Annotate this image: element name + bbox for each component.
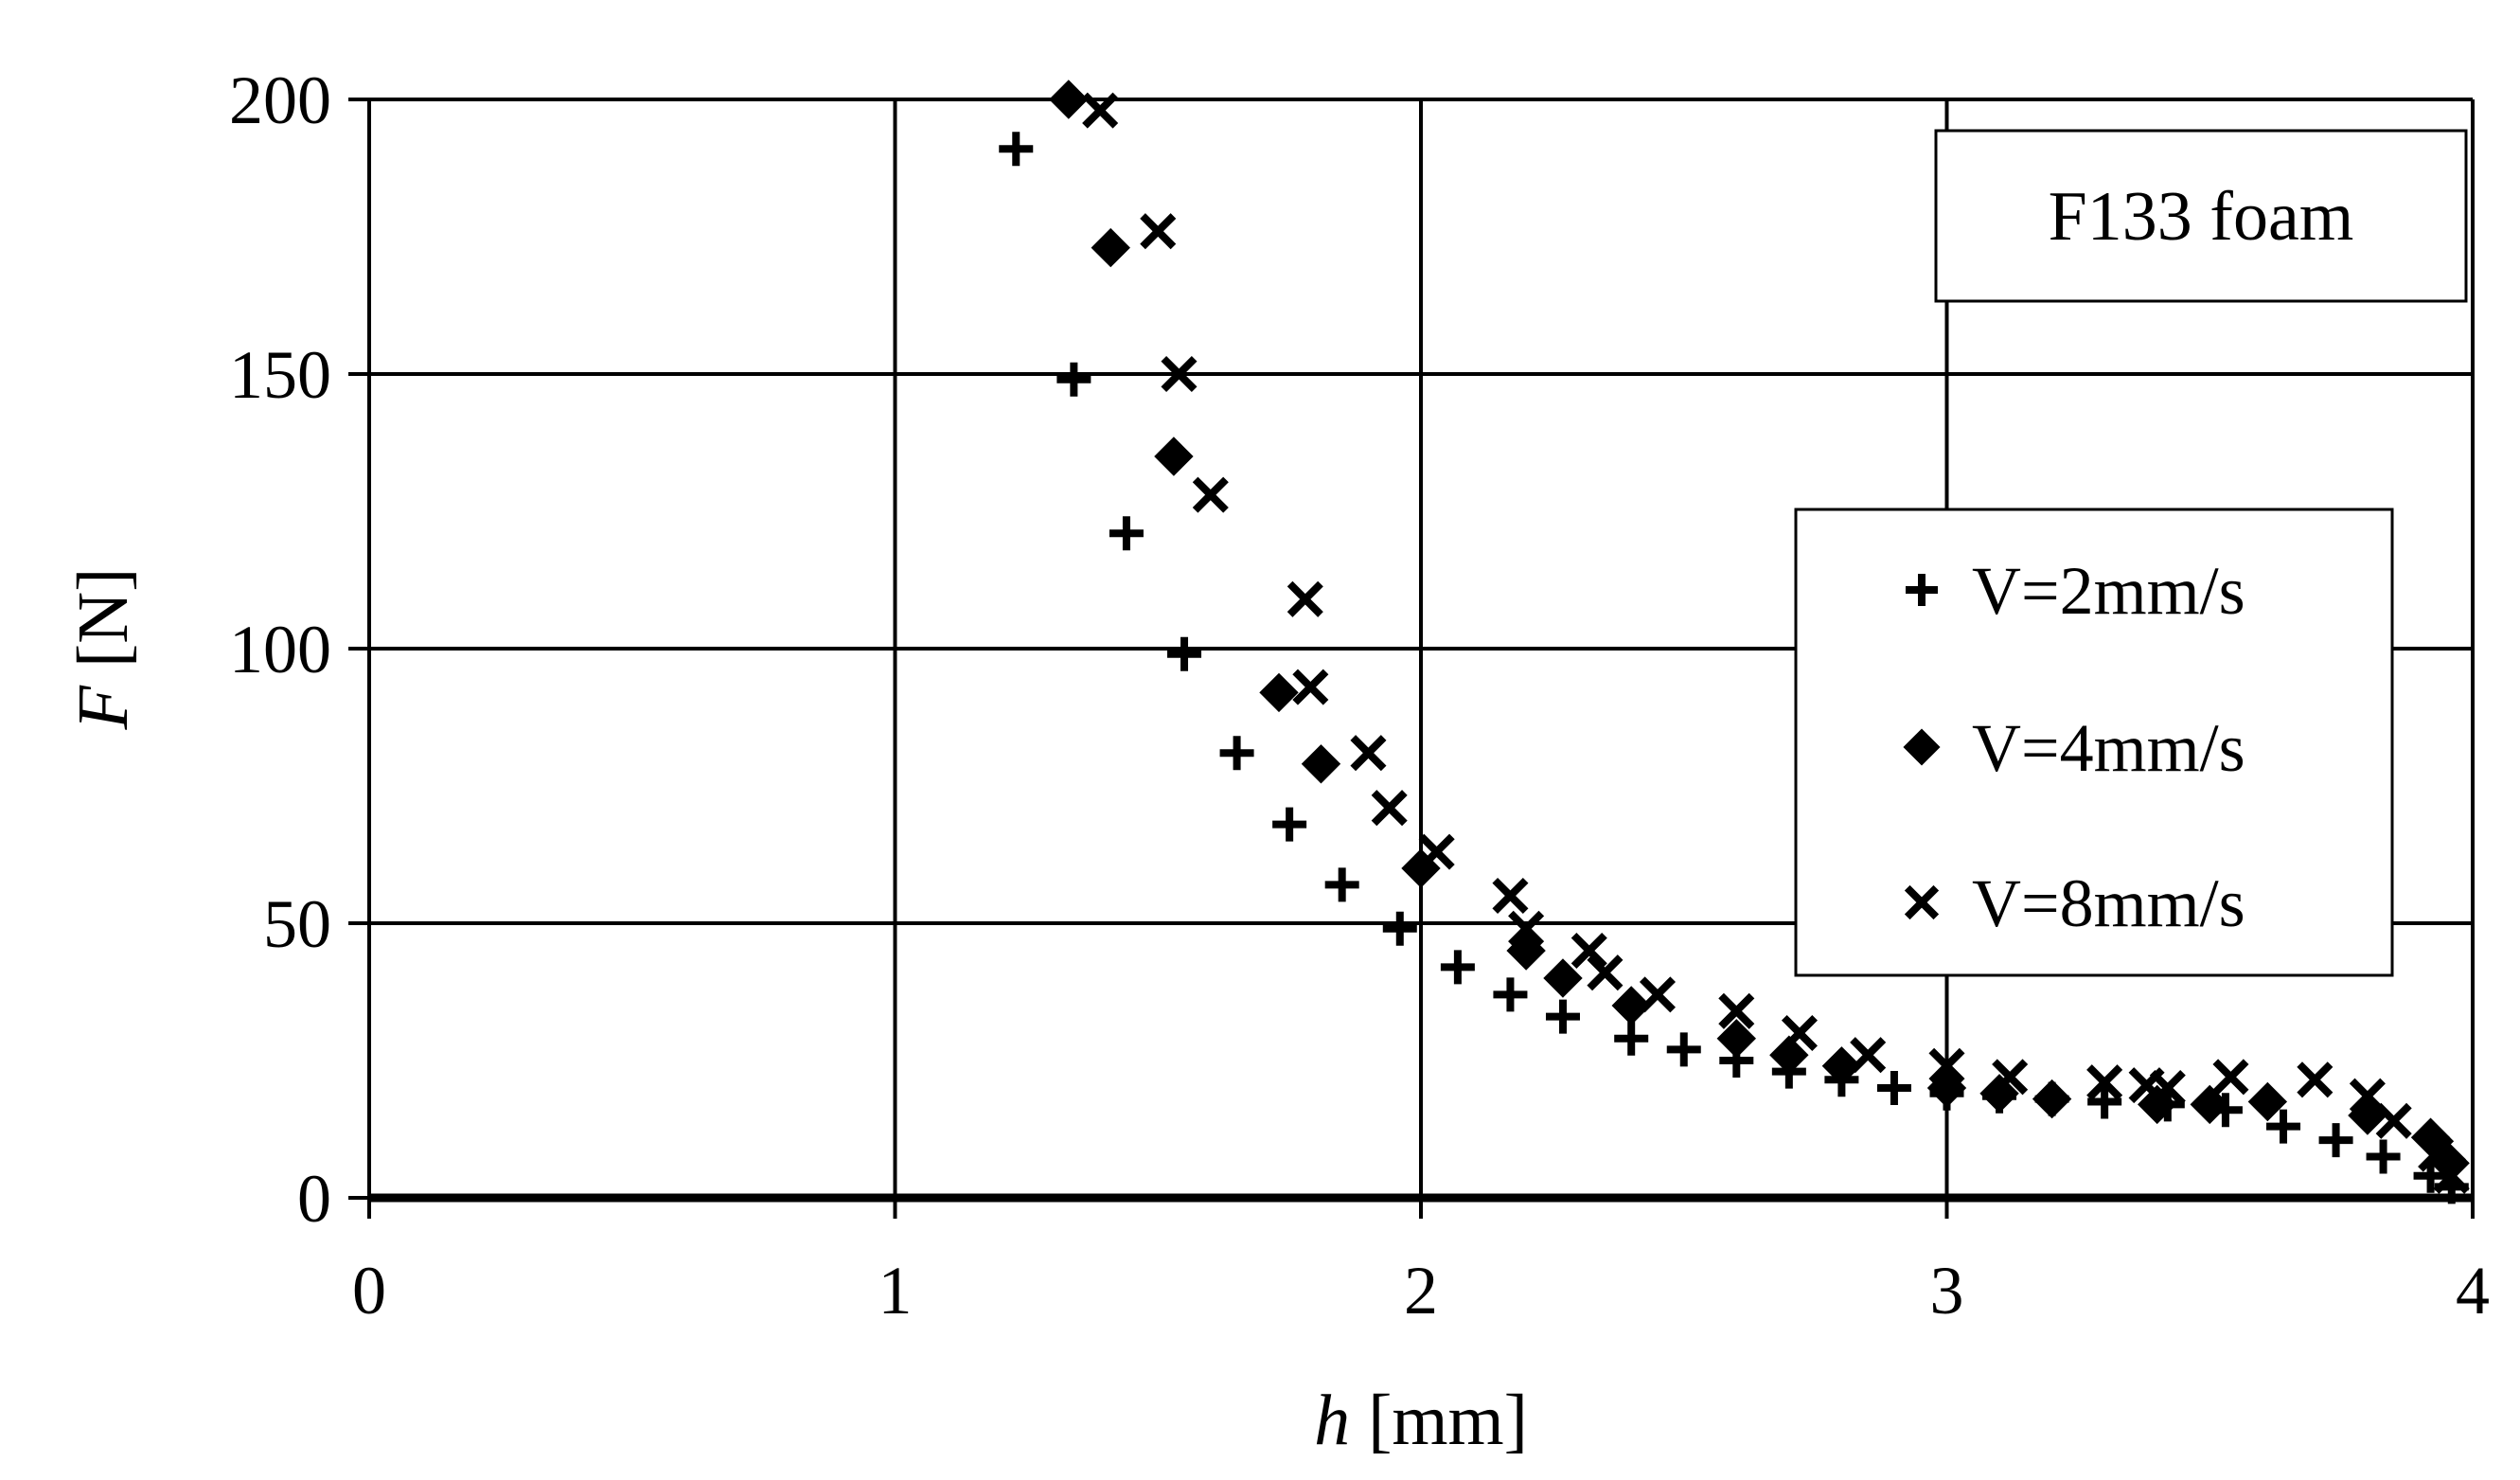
point-plus	[1324, 867, 1359, 902]
point-cross	[1718, 992, 1755, 1029]
x-axis-variable: h	[1314, 1381, 1350, 1460]
point-cross	[1781, 1014, 1818, 1052]
point-cross	[1371, 790, 1408, 827]
point-cross	[1492, 877, 1529, 915]
y-tick-label: 100	[229, 612, 331, 687]
point-plus	[2318, 1123, 2353, 1158]
point-diamond	[2247, 1081, 2288, 1122]
point-plus	[2266, 1109, 2301, 1144]
point-diamond	[1716, 1019, 1756, 1059]
point-diamond	[2190, 1084, 2229, 1125]
legend-label: V=2mm/s	[1972, 553, 2245, 629]
legend-label: V=8mm/s	[1972, 865, 2245, 941]
point-cross	[1287, 580, 1323, 617]
point-cross	[2212, 1059, 2249, 1096]
point-cross	[2433, 1157, 2470, 1194]
point-diamond	[1979, 1074, 2019, 1114]
y-axis-title: F [N]	[63, 568, 143, 731]
point-plus	[2366, 1139, 2401, 1174]
point-plus	[2087, 1084, 2122, 1119]
point-diamond	[1506, 931, 1546, 971]
point-plus	[1666, 1032, 1701, 1067]
point-cross	[2086, 1064, 2123, 1101]
point-cross	[1292, 669, 1329, 705]
point-cross	[1928, 1047, 1965, 1084]
annotation-frame	[1934, 129, 2468, 303]
gridlines	[348, 98, 2475, 1219]
point-plus	[1614, 1021, 1649, 1056]
data-points	[999, 80, 2470, 1204]
legend-marker-diamond	[1903, 728, 1941, 766]
point-plus	[1109, 516, 1144, 551]
point-cross	[1350, 735, 1387, 772]
point-cross	[1992, 1059, 2029, 1096]
point-cross	[1082, 92, 1119, 129]
point-cross	[2418, 1135, 2455, 1172]
legend-marker-cross	[1904, 884, 1940, 920]
point-cross	[1161, 355, 1198, 393]
legend-marker-plus	[1906, 574, 1938, 606]
point-diamond	[1769, 1035, 1809, 1075]
point-plus	[1545, 999, 1580, 1034]
point-cross	[1571, 932, 1607, 970]
legend-label: V=4mm/s	[1972, 710, 2245, 786]
y-tick-label: 200	[229, 62, 331, 138]
point-cross	[1140, 213, 1177, 250]
y-axis-variable: F	[63, 684, 143, 730]
y-axis-unit: [N]	[63, 568, 143, 687]
tick-labels: 0 50 100 150 200 0 1 2 3 4	[229, 62, 2490, 1328]
point-diamond	[1543, 958, 1583, 998]
x-tick-label: 3	[1930, 1253, 1964, 1328]
point-plus	[1272, 807, 1307, 842]
point-diamond	[1821, 1046, 1862, 1086]
y-tick-label: 150	[229, 337, 331, 413]
legend-item: V=2mm/s	[1906, 553, 2245, 629]
point-plus	[1219, 736, 1254, 771]
point-plus	[1382, 911, 1417, 946]
legend-frame	[1794, 508, 2394, 977]
point-plus	[1440, 950, 1475, 985]
point-diamond	[1154, 437, 1194, 476]
y-tick-label: 50	[263, 886, 331, 962]
point-cross	[2297, 1061, 2334, 1098]
point-diamond	[1611, 986, 1651, 1025]
series-diamond	[1049, 80, 2466, 1180]
point-plus	[1493, 977, 1528, 1012]
legend-item: V=8mm/s	[1904, 865, 2245, 941]
point-cross	[1418, 833, 1455, 870]
point-diamond	[2032, 1079, 2072, 1119]
point-cross	[1508, 910, 1545, 947]
series-cross	[1082, 92, 2470, 1194]
annotation-box: F133 foam	[1934, 129, 2468, 303]
point-diamond	[1049, 80, 1089, 119]
point-diamond	[1926, 1068, 1967, 1108]
point-diamond	[1259, 672, 1299, 713]
point-plus	[999, 132, 1034, 167]
point-cross	[2149, 1069, 2186, 1107]
legend-item: V=4mm/s	[1903, 710, 2245, 786]
x-axis-title: h [mm]	[1314, 1381, 1528, 1460]
y-tick-label: 0	[297, 1161, 331, 1237]
x-tick-label: 0	[352, 1253, 386, 1328]
point-plus	[1167, 636, 1202, 671]
point-cross	[1192, 476, 1229, 513]
x-tick-label: 4	[2456, 1253, 2490, 1328]
point-cross	[1850, 1037, 1887, 1074]
point-cross	[1639, 976, 1677, 1013]
x-tick-label: 2	[1404, 1253, 1438, 1328]
point-cross	[1587, 954, 1624, 991]
x-tick-label: 1	[878, 1253, 913, 1328]
point-plus	[1056, 362, 1091, 397]
legend: V=2mm/s V=4mm/s V=8mm/s	[1794, 508, 2394, 977]
x-axis-unit: [mm]	[1350, 1381, 1528, 1460]
point-cross	[2375, 1102, 2412, 1139]
annotation-label: F133 foam	[2049, 178, 2354, 256]
point-diamond	[2410, 1117, 2451, 1157]
point-diamond	[1301, 744, 1341, 784]
point-plus	[1876, 1071, 1911, 1105]
point-diamond	[1091, 227, 1130, 268]
point-diamond	[2138, 1084, 2177, 1125]
